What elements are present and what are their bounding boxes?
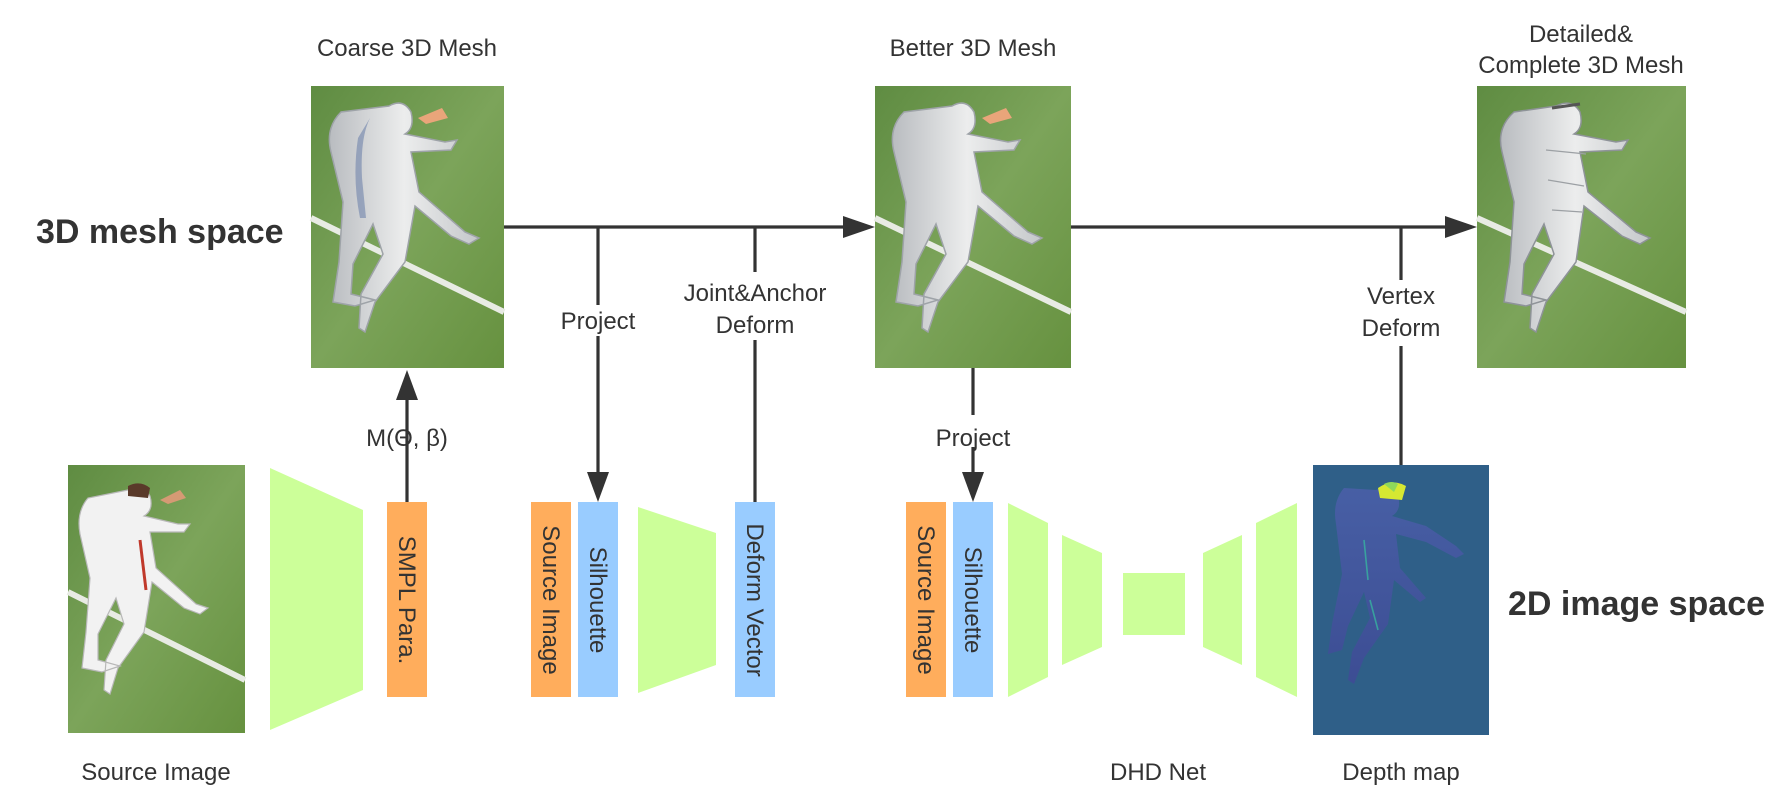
vertex-deform-label-line2: Deform [1362, 315, 1441, 342]
arrowhead-to-coarse-mesh [396, 370, 418, 400]
project-2-label: Project [936, 425, 1011, 452]
source-image-caption: Source Image [81, 759, 230, 786]
silhouette-block-1-text: Silhouette [584, 547, 611, 654]
depth-map-caption: Depth map [1342, 759, 1459, 786]
dhd-decoder-layer-2 [1256, 503, 1297, 697]
dhd-net-caption: DHD Net [1110, 759, 1206, 786]
coarse-mesh-image [309, 86, 506, 368]
source-image-photo [66, 465, 247, 733]
detailed-mesh-label-line2: Complete 3D Mesh [1478, 52, 1683, 79]
smpl-para-text: SMPL Para. [393, 536, 420, 665]
better-mesh-label: Better 3D Mesh [890, 35, 1057, 62]
dhd-encoder-layer-2 [1062, 535, 1102, 665]
smpl-para-block [387, 502, 427, 697]
source-image-block-2 [906, 502, 946, 697]
vertex-deform-label-line1: Vertex [1367, 283, 1435, 310]
depth-map-image [1313, 465, 1489, 735]
encoder-trapezoid-1 [270, 468, 363, 730]
detailed-mesh-image [1475, 86, 1688, 368]
detailed-mesh-label-line1: Detailed& [1529, 21, 1633, 48]
silhouette-block-2 [953, 502, 993, 697]
deform-vector-block-text: Deform Vector [741, 523, 768, 676]
coarse-mesh-label: Coarse 3D Mesh [317, 35, 497, 62]
mesh-space-label: 3D mesh space [36, 213, 284, 251]
arrowhead-to-silhouette-1 [587, 472, 609, 502]
encoder-trapezoid-2 [638, 507, 716, 693]
arrowhead-to-silhouette-2 [962, 472, 984, 502]
deform-vector-block [735, 502, 775, 697]
joint-anchor-label-line1: Joint&Anchor [684, 280, 827, 307]
dhd-encoder-layer-1 [1008, 503, 1048, 697]
image-space-label: 2D image space [1508, 585, 1765, 623]
dhd-bottleneck [1123, 573, 1185, 635]
source-image-block-1-text: Source Image [537, 525, 564, 674]
better-mesh-image [873, 86, 1073, 368]
project-1-label: Project [561, 308, 636, 335]
silhouette-block-2-text: Silhouette [959, 547, 986, 654]
dhd-decoder-layer-1 [1203, 535, 1242, 665]
smpl-model-label: M(Θ, β) [366, 425, 448, 452]
joint-anchor-label-line2: Deform [716, 312, 795, 339]
source-image-block-2-text: Source Image [912, 525, 939, 674]
silhouette-block-1 [578, 502, 618, 697]
arrowhead-to-better-mesh [843, 216, 875, 238]
source-image-block-1 [531, 502, 571, 697]
arrowhead-to-detailed-mesh [1445, 216, 1477, 238]
